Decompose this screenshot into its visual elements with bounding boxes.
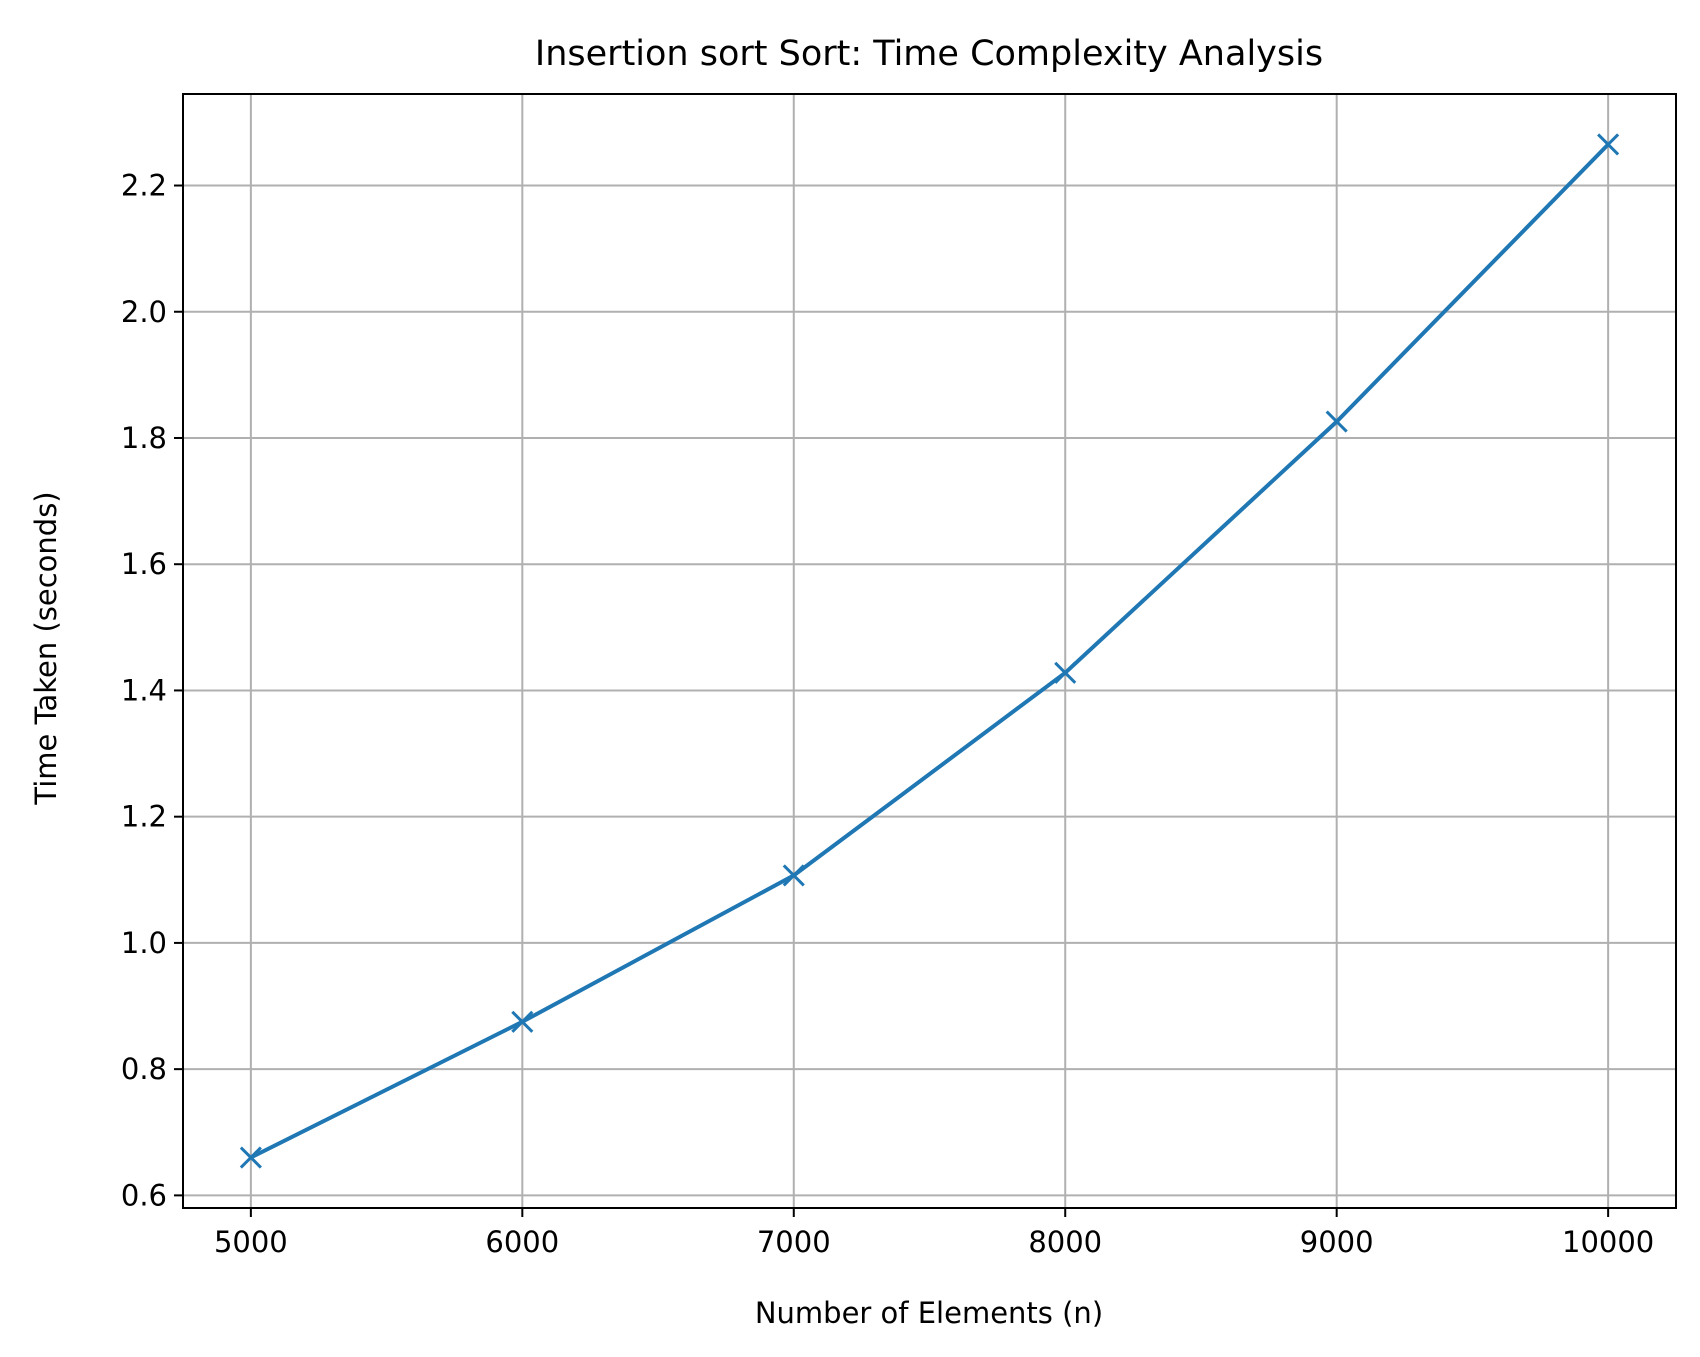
y-axis-label: Time Taken (seconds) [29,491,63,805]
data-point-marker [1597,133,1620,156]
y-tick-label: 2.0 [121,295,167,329]
y-tick-label: 1.6 [121,547,167,581]
x-axis: 5000 6000 7000 8000 9000 10000 [214,1208,1654,1259]
series-line [248,142,1611,1160]
plot-frame [182,93,1677,1209]
y-tick-label: 1.4 [121,673,167,707]
x-tick-label: 5000 [214,1225,288,1259]
y-axis: 0.6 0.8 1.0 1.2 1.4 1.6 1.8 2.0 2.2 [121,169,183,1212]
data-point-marker [1325,410,1348,433]
data-point-marker [1054,661,1077,684]
x-axis-label: Number of Elements (n) [755,1296,1103,1330]
series-layer [239,133,1620,1169]
y-tick-label: 1.2 [121,800,167,834]
x-tick-label: 10000 [1562,1225,1654,1259]
x-tick-label: 8000 [1028,1225,1102,1259]
data-point-marker [782,864,805,887]
x-tick-label: 6000 [485,1225,559,1259]
chart-title: Insertion sort Sort: Time Complexity Ana… [535,34,1323,74]
y-tick-label: 0.8 [121,1052,167,1086]
y-tick-label: 1.8 [121,421,167,455]
y-tick-label: 2.2 [121,169,167,203]
x-tick-label: 7000 [757,1225,831,1259]
data-point-marker [239,1146,262,1169]
y-tick-label: 0.6 [121,1178,167,1212]
y-tick-label: 1.0 [121,926,167,960]
data-point-marker [511,1010,534,1033]
x-tick-label: 9000 [1300,1225,1374,1259]
